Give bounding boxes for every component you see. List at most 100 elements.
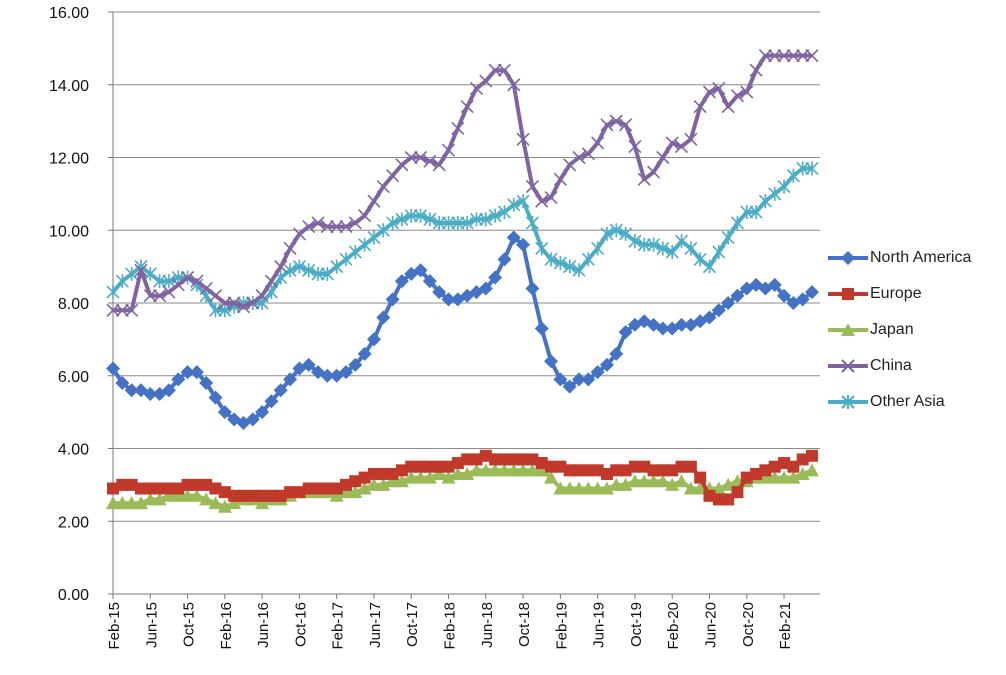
data-point-europe: [740, 471, 753, 484]
x-tick-label: Jun-15: [143, 602, 160, 648]
data-point-japan: [609, 477, 624, 491]
data-point-japan: [394, 474, 409, 488]
data-point-japan: [385, 474, 400, 488]
data-point-japan: [646, 474, 661, 488]
data-point-other-asia: [702, 259, 717, 274]
data-point-other-asia: [581, 252, 595, 267]
data-point-china: [423, 154, 437, 168]
data-point-north-america: [721, 296, 736, 310]
data-point-japan: [106, 496, 120, 510]
data-point-other-asia: [609, 223, 623, 238]
data-point-china: [134, 263, 148, 277]
data-point-europe: [796, 453, 809, 466]
data-point-other-asia: [637, 237, 651, 252]
data-point-europe: [162, 482, 175, 495]
data-point-europe: [507, 453, 520, 466]
data-point-north-america: [273, 383, 288, 398]
data-point-china: [516, 132, 530, 146]
x-tick-labels: Feb-15 Jun-15 Oct-15 Feb-16 Jun-16 Oct-16 Feb-…: [106, 602, 794, 650]
data-point-north-america: [394, 274, 409, 289]
data-point-europe: [405, 460, 418, 473]
data-point-europe: [200, 478, 213, 491]
data-point-china: [153, 289, 167, 303]
data-point-europe: [321, 482, 334, 495]
data-point-china: [180, 270, 195, 285]
data-point-china: [125, 303, 139, 317]
data-point-japan: [590, 481, 605, 495]
data-point-europe: [703, 489, 716, 502]
data-point-china: [544, 190, 558, 205]
data-point-japan: [171, 488, 186, 502]
data-point-other-asia: [292, 259, 306, 274]
data-point-japan: [404, 470, 419, 484]
data-point-other-asia: [395, 212, 409, 227]
data-point-china: [348, 216, 362, 230]
data-point-north-america: [348, 357, 363, 372]
data-point-china: [535, 194, 549, 208]
y-tick-labels: 0.00 2.00 4.00 6.00 8.00 10.00 12.00 14.00 16.00: [49, 5, 89, 604]
data-point-japan: [767, 470, 782, 484]
legend-item-japan: Japan: [826, 312, 1006, 348]
data-point-other-asia: [693, 252, 707, 267]
data-point-europe: [330, 482, 343, 495]
data-point-japan: [627, 474, 642, 488]
data-point-japan: [805, 463, 819, 477]
legend-label: Japan: [870, 321, 914, 338]
y-tick-label: 2.00: [58, 514, 89, 531]
data-point-china: [413, 150, 428, 165]
x-tick-label: Jun-18: [479, 602, 496, 648]
data-point-china: [591, 136, 605, 150]
data-point-other-asia: [115, 274, 129, 289]
data-point-china: [740, 85, 754, 99]
data-point-other-asia: [516, 194, 530, 209]
data-point-europe: [433, 460, 446, 473]
data-point-europe: [619, 464, 632, 477]
x-tick-label: Feb-20: [665, 602, 682, 650]
data-point-china: [479, 74, 493, 88]
data-point-other-asia: [423, 212, 437, 227]
legend-item-china: China: [826, 348, 1006, 384]
data-point-japan: [618, 477, 633, 491]
data-point-north-america: [301, 357, 316, 372]
data-point-north-america: [413, 263, 428, 278]
data-point-europe: [498, 453, 511, 466]
data-point-china: [208, 289, 223, 303]
data-point-other-asia: [413, 208, 428, 223]
data-point-europe: [451, 457, 464, 470]
china-swatch-icon: [828, 359, 868, 373]
data-point-europe: [414, 460, 427, 473]
x-tick-label: Oct-20: [740, 602, 757, 647]
data-point-china: [572, 150, 586, 165]
data-point-europe: [172, 482, 185, 495]
data-point-other-asia: [740, 205, 754, 220]
data-point-europe: [666, 464, 679, 477]
data-point-europe: [265, 489, 278, 502]
data-point-europe: [684, 460, 697, 473]
data-point-china: [143, 289, 157, 303]
data-point-europe: [768, 460, 781, 473]
data-point-other-asia: [302, 263, 316, 278]
data-point-north-america: [199, 376, 214, 391]
data-point-europe: [554, 460, 567, 473]
data-point-other-asia: [805, 161, 819, 176]
data-point-europe: [116, 478, 129, 491]
data-point-europe: [181, 478, 194, 491]
data-point-japan: [143, 492, 158, 506]
data-point-north-america: [795, 292, 810, 307]
data-point-japan: [450, 466, 465, 480]
data-point-europe: [479, 449, 492, 462]
data-point-japan: [199, 492, 214, 506]
data-point-north-america: [497, 252, 512, 267]
data-point-japan: [124, 496, 139, 510]
data-point-china: [320, 220, 334, 234]
data-point-other-asia: [143, 266, 157, 281]
data-point-north-america: [115, 376, 130, 391]
data-point-other-asia: [432, 215, 446, 230]
data-point-europe: [656, 464, 669, 477]
data-point-europe: [489, 453, 502, 466]
y-tick-label: 6.00: [58, 369, 89, 386]
data-point-other-asia: [646, 237, 661, 252]
data-point-north-america: [255, 405, 270, 420]
data-point-japan: [795, 466, 810, 480]
